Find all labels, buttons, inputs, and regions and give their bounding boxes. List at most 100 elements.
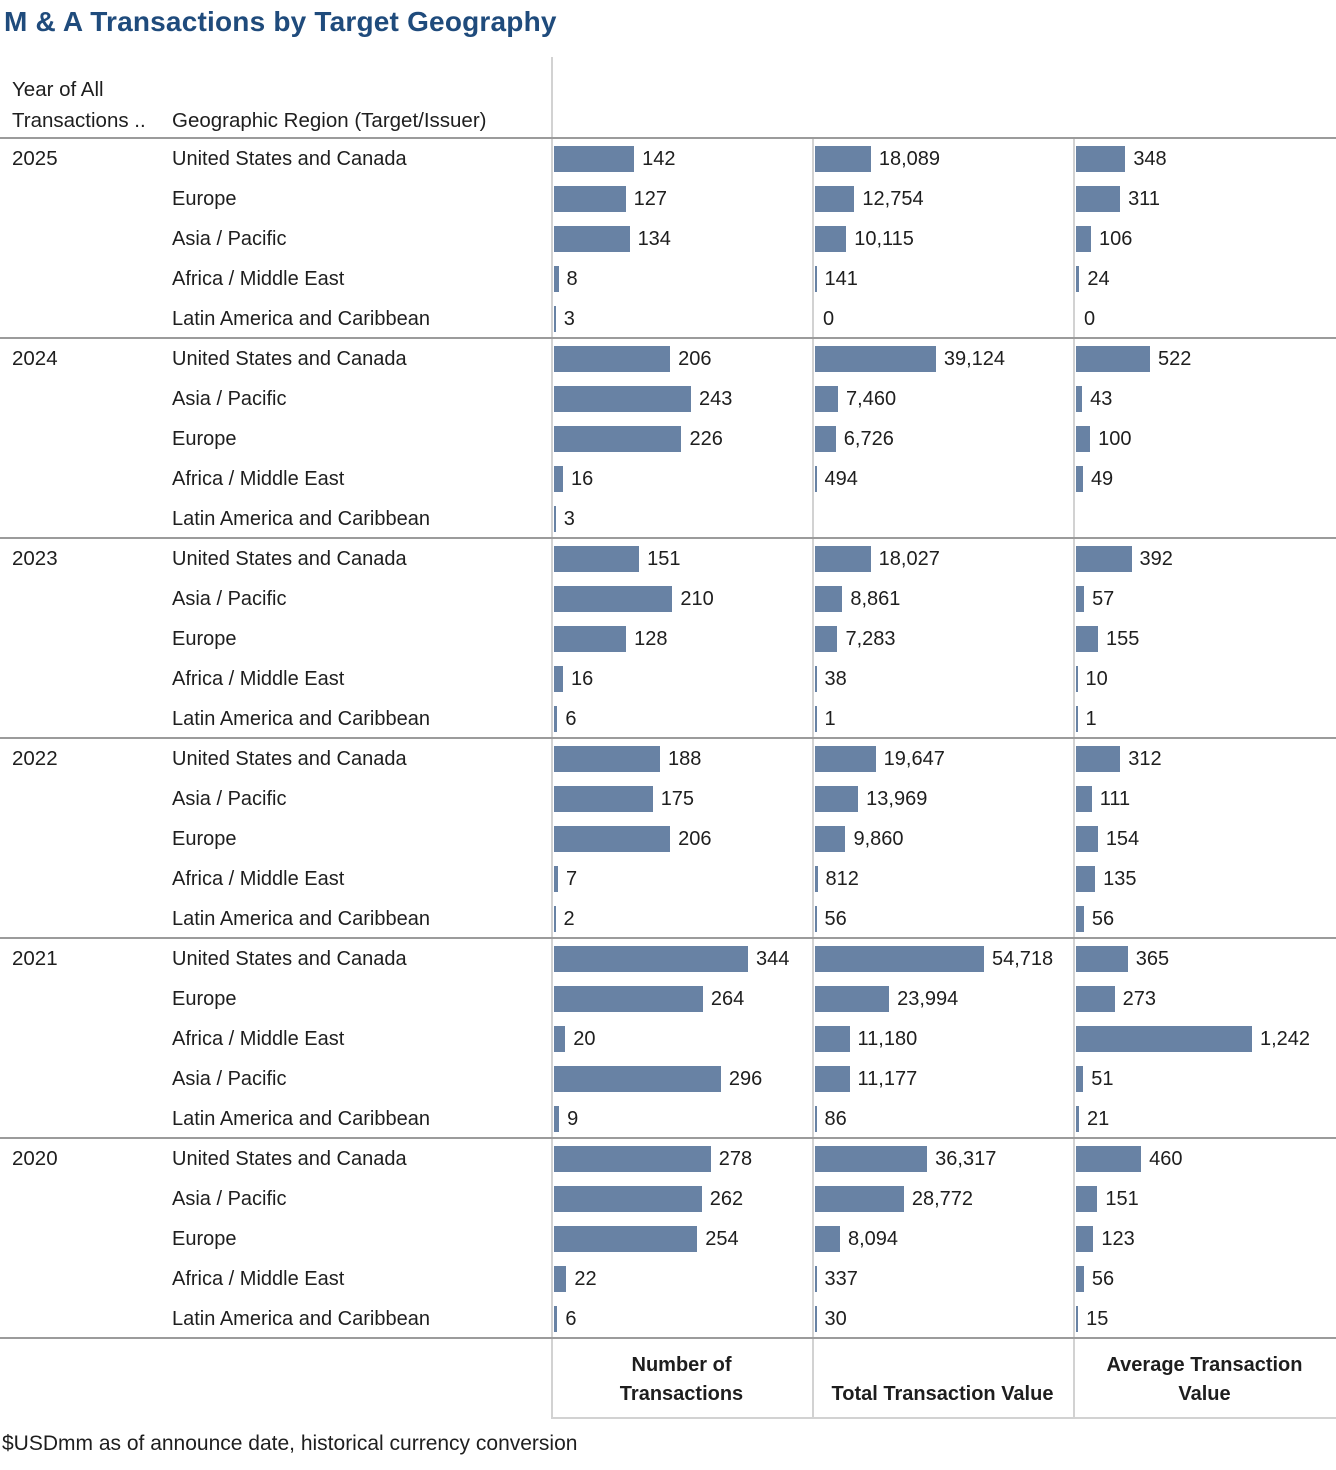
bar-mark-avg[interactable] xyxy=(1076,626,1098,652)
bar-mark-num[interactable] xyxy=(554,146,635,172)
bar-mark-num[interactable] xyxy=(554,1266,567,1292)
bar-mark-avg[interactable] xyxy=(1076,586,1085,612)
bar-mark-avg[interactable] xyxy=(1076,346,1150,372)
bar-mark-total[interactable] xyxy=(815,266,817,292)
bar-mark-num[interactable] xyxy=(554,666,564,692)
bar-mark-avg[interactable] xyxy=(1076,746,1121,772)
bar-mark-total[interactable] xyxy=(815,146,871,172)
bar-mark-avg[interactable] xyxy=(1076,826,1098,852)
bar-mark-total[interactable] xyxy=(815,346,936,372)
bar-mark-avg[interactable] xyxy=(1076,986,1115,1012)
bar-mark-num[interactable] xyxy=(554,626,627,652)
table-row: Europe 127 12,754 311 xyxy=(0,179,1336,219)
bar-mark-num[interactable] xyxy=(554,1186,702,1212)
bar-mark-num[interactable] xyxy=(554,1306,558,1332)
bar-mark-avg[interactable] xyxy=(1076,226,1092,252)
bar-mark-avg[interactable] xyxy=(1076,266,1080,292)
bar-mark-total[interactable] xyxy=(815,1146,928,1172)
bar-mark-avg[interactable] xyxy=(1076,1146,1142,1172)
bar-mark-avg[interactable] xyxy=(1076,946,1128,972)
value-label: 123 xyxy=(1101,1227,1135,1250)
bar-mark-total[interactable] xyxy=(815,826,846,852)
bar-mark-num[interactable] xyxy=(554,226,630,252)
bar-mark-num[interactable] xyxy=(554,1146,711,1172)
bar-mark-avg[interactable] xyxy=(1076,1186,1098,1212)
bar-mark-num[interactable] xyxy=(554,346,671,372)
bar-mark-num[interactable] xyxy=(554,1106,560,1132)
bar-mark-avg[interactable] xyxy=(1076,146,1126,172)
bar-mark-avg[interactable] xyxy=(1076,1106,1079,1132)
bar-mark-avg[interactable] xyxy=(1076,1066,1084,1092)
bar-mark-total[interactable] xyxy=(815,946,984,972)
bar-mark-total[interactable] xyxy=(815,906,817,932)
bar-mark-total[interactable] xyxy=(815,1106,817,1132)
bar-mark-avg[interactable] xyxy=(1076,426,1091,452)
bar-mark-num[interactable] xyxy=(554,586,673,612)
region-label: Asia / Pacific xyxy=(172,1067,287,1090)
bar-mark-avg[interactable] xyxy=(1076,1306,1079,1332)
table-row: Latin America and Caribbean 2 56 56 xyxy=(0,899,1336,939)
table-row: Africa / Middle East 20 11,180 1,242 xyxy=(0,1019,1336,1059)
bar-mark-total[interactable] xyxy=(815,546,871,572)
bar-mark-num[interactable] xyxy=(554,1226,698,1252)
bar-mark-num[interactable] xyxy=(554,426,682,452)
bar-mark-total[interactable] xyxy=(815,466,817,492)
bar-mark-num[interactable] xyxy=(554,826,671,852)
bar-mark-total[interactable] xyxy=(815,866,818,892)
bar-mark-total[interactable] xyxy=(815,1226,840,1252)
bar-mark-avg[interactable] xyxy=(1076,1226,1094,1252)
bar-mark-avg[interactable] xyxy=(1076,386,1083,412)
bar-mark-total[interactable] xyxy=(815,1186,904,1212)
region-label: Asia / Pacific xyxy=(172,1187,287,1210)
bar-mark-total[interactable] xyxy=(815,226,847,252)
bar-mark-total[interactable] xyxy=(815,586,843,612)
chart-cell-avg: 100 xyxy=(1073,419,1336,459)
value-label: 7,460 xyxy=(846,387,897,410)
bar-mark-num[interactable] xyxy=(554,1026,566,1052)
bar-mark-total[interactable] xyxy=(815,426,836,452)
bar-mark-total[interactable] xyxy=(815,706,817,732)
bar-mark-avg[interactable] xyxy=(1076,866,1096,892)
bar-mark-avg[interactable] xyxy=(1076,466,1083,492)
bar-mark-total[interactable] xyxy=(815,1306,817,1332)
bar-mark-avg[interactable] xyxy=(1076,1026,1252,1052)
bar-mark-avg[interactable] xyxy=(1076,706,1078,732)
bar-mark-total[interactable] xyxy=(815,666,817,692)
bar-mark-avg[interactable] xyxy=(1076,186,1121,212)
bar-mark-total[interactable] xyxy=(815,626,838,652)
bar-mark-avg[interactable] xyxy=(1076,786,1092,812)
bar-mark-num[interactable] xyxy=(554,786,653,812)
bar-mark-total[interactable] xyxy=(815,746,876,772)
bar-mark-num[interactable] xyxy=(554,946,748,972)
value-label: 23,994 xyxy=(897,987,959,1010)
bar-mark-avg[interactable] xyxy=(1076,666,1078,692)
bar-mark-total[interactable] xyxy=(815,186,855,212)
bar-mark-avg[interactable] xyxy=(1076,1266,1084,1292)
bar-mark-avg[interactable] xyxy=(1076,546,1132,572)
value-label: 56 xyxy=(1091,1267,1115,1290)
bar-mark-total[interactable] xyxy=(815,786,859,812)
bar-mark-num[interactable] xyxy=(554,186,626,212)
bar-mark-total[interactable] xyxy=(815,1266,817,1292)
value-label: 0 xyxy=(823,307,835,330)
bar-mark-num[interactable] xyxy=(554,746,661,772)
bar-mark-num[interactable] xyxy=(554,906,556,932)
bar-mark-num[interactable] xyxy=(554,546,640,572)
bar-mark-num[interactable] xyxy=(554,1066,721,1092)
bar-mark-total[interactable] xyxy=(815,986,890,1012)
bar-mark-avg[interactable] xyxy=(1076,906,1084,932)
bar-mark-num[interactable] xyxy=(554,266,559,292)
bar-mark-num[interactable] xyxy=(554,706,558,732)
bar-mark-num[interactable] xyxy=(554,506,556,532)
bar-mark-num[interactable] xyxy=(554,306,556,332)
value-label: 30 xyxy=(824,1307,847,1330)
bar-mark-num[interactable] xyxy=(554,466,564,492)
bar-mark-total[interactable] xyxy=(815,1026,850,1052)
bar-mark-total[interactable] xyxy=(815,386,839,412)
bar-mark-total[interactable] xyxy=(815,1066,850,1092)
bar-mark-num[interactable] xyxy=(554,986,703,1012)
bar-mark-num[interactable] xyxy=(554,386,692,412)
value-label: 38 xyxy=(824,667,847,690)
chart-cell-avg: 111 xyxy=(1073,779,1336,819)
bar-mark-num[interactable] xyxy=(554,866,558,892)
